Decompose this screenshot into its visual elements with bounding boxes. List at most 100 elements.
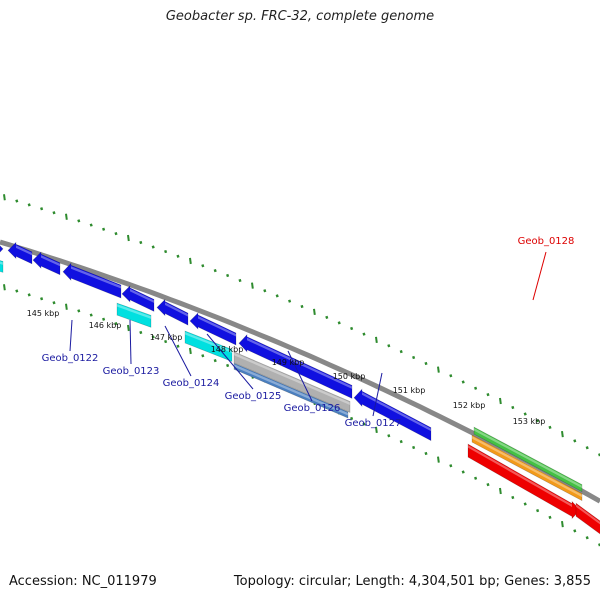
outer-tick <box>176 254 180 258</box>
callout-line <box>129 319 132 365</box>
outer-tick <box>561 430 564 438</box>
scale-label: 146 kbp <box>89 321 122 330</box>
inner-tick <box>561 520 564 528</box>
inner-tick <box>77 309 81 313</box>
outer-tick <box>275 294 279 298</box>
outer-tick <box>387 344 391 348</box>
outer-tick <box>189 257 192 265</box>
scale-label: 150 kbp <box>333 372 366 381</box>
feature-shine <box>185 332 232 353</box>
inner-tick <box>114 322 118 326</box>
outer-tick <box>288 299 292 303</box>
feature-shine <box>41 255 60 267</box>
outer-tick <box>499 397 502 405</box>
feature-shine <box>474 428 582 489</box>
inner-tick <box>226 363 230 368</box>
inner-tick <box>486 482 490 487</box>
feature-shine <box>362 392 431 432</box>
callout-line <box>372 372 383 417</box>
outer-tick <box>585 446 589 450</box>
inner-tick <box>499 487 502 495</box>
feature-arrow <box>189 312 237 346</box>
inner-tick <box>523 502 527 506</box>
outer-tick <box>27 203 31 207</box>
feature-arrow <box>116 302 152 328</box>
inner-tick <box>3 284 6 291</box>
inner-tick <box>412 445 416 450</box>
feature-shine <box>576 504 600 525</box>
feature-arrow <box>0 260 4 273</box>
outer-tick <box>127 234 130 242</box>
inner-tick <box>585 536 589 540</box>
outer-tick <box>65 213 68 220</box>
outer-tick <box>15 199 19 203</box>
feature-shine <box>198 315 236 337</box>
outer-tick <box>337 321 341 325</box>
inner-tick <box>461 470 465 474</box>
inner-tick <box>548 515 552 519</box>
outer-tick <box>40 207 44 211</box>
inner-tick <box>375 426 378 434</box>
scale-label: 152 kbp <box>453 401 486 410</box>
inner-tick <box>201 354 205 358</box>
outer-tick <box>350 326 354 331</box>
inner-tick <box>437 456 440 463</box>
callout-line <box>206 333 254 390</box>
scale-label: 153 kbp <box>513 417 546 426</box>
inner-tick <box>40 297 44 301</box>
outer-tick <box>375 336 378 344</box>
inner-tick <box>449 464 453 468</box>
gene-label: Geob_0123 <box>103 366 160 377</box>
gene-label: Geob_0125 <box>225 391 282 402</box>
outer-tick <box>89 223 93 227</box>
feature-arrow <box>32 251 61 276</box>
outer-tick <box>437 366 440 373</box>
accession-text: Accession: NC_011979 <box>9 574 157 589</box>
feature-shine <box>472 436 582 498</box>
inner-tick <box>151 335 155 339</box>
feature-arrow <box>353 388 432 442</box>
outer-tick <box>573 439 577 443</box>
outer-tick <box>424 361 428 366</box>
outer-tick <box>474 386 478 390</box>
feature-arrow <box>156 298 189 326</box>
scale-label: 147 kbp <box>150 333 183 342</box>
gene-label: Geob_0128 <box>518 236 575 247</box>
feature-shine <box>0 261 3 265</box>
outer-tick <box>213 268 217 273</box>
feature-arrow <box>184 330 233 362</box>
feature-shine <box>234 352 350 405</box>
outer-tick <box>412 355 416 360</box>
feature-arrow <box>0 245 4 253</box>
scale-labels: 145 kbp 146 kbp 147 kbp 148 kbp 149 kbp 150 k… <box>27 309 546 426</box>
outer-tick <box>151 245 155 249</box>
callout-line <box>287 350 313 402</box>
feature-shine <box>247 337 352 389</box>
outer-tick <box>238 278 242 283</box>
inner-tick <box>102 317 106 321</box>
feature-shine <box>16 245 32 256</box>
feature-shine <box>468 445 572 508</box>
outer-tick <box>164 249 168 254</box>
callout-line <box>164 325 192 377</box>
feature-arrow <box>121 285 155 312</box>
outer-tick <box>399 349 403 354</box>
outer-tick <box>226 273 230 278</box>
outer-tick <box>523 412 527 416</box>
feature-arrow <box>7 241 33 265</box>
outer-tick <box>362 332 366 336</box>
inner-tick <box>27 293 31 297</box>
feature-arrow <box>62 262 122 299</box>
inner-tick <box>362 422 366 426</box>
inner-tick <box>189 347 192 355</box>
inner-tick <box>573 529 577 533</box>
map-title: Geobacter sp. FRC-32, complete genome <box>165 9 435 24</box>
scale-label: 148 kbp <box>211 345 244 354</box>
inner-tick <box>164 339 168 344</box>
outer-tick <box>201 264 205 268</box>
inner-tick <box>89 313 93 317</box>
gene-label: Geob_0122 <box>42 353 99 364</box>
inner-tick <box>15 289 19 293</box>
scale-label: 145 kbp <box>27 309 60 318</box>
